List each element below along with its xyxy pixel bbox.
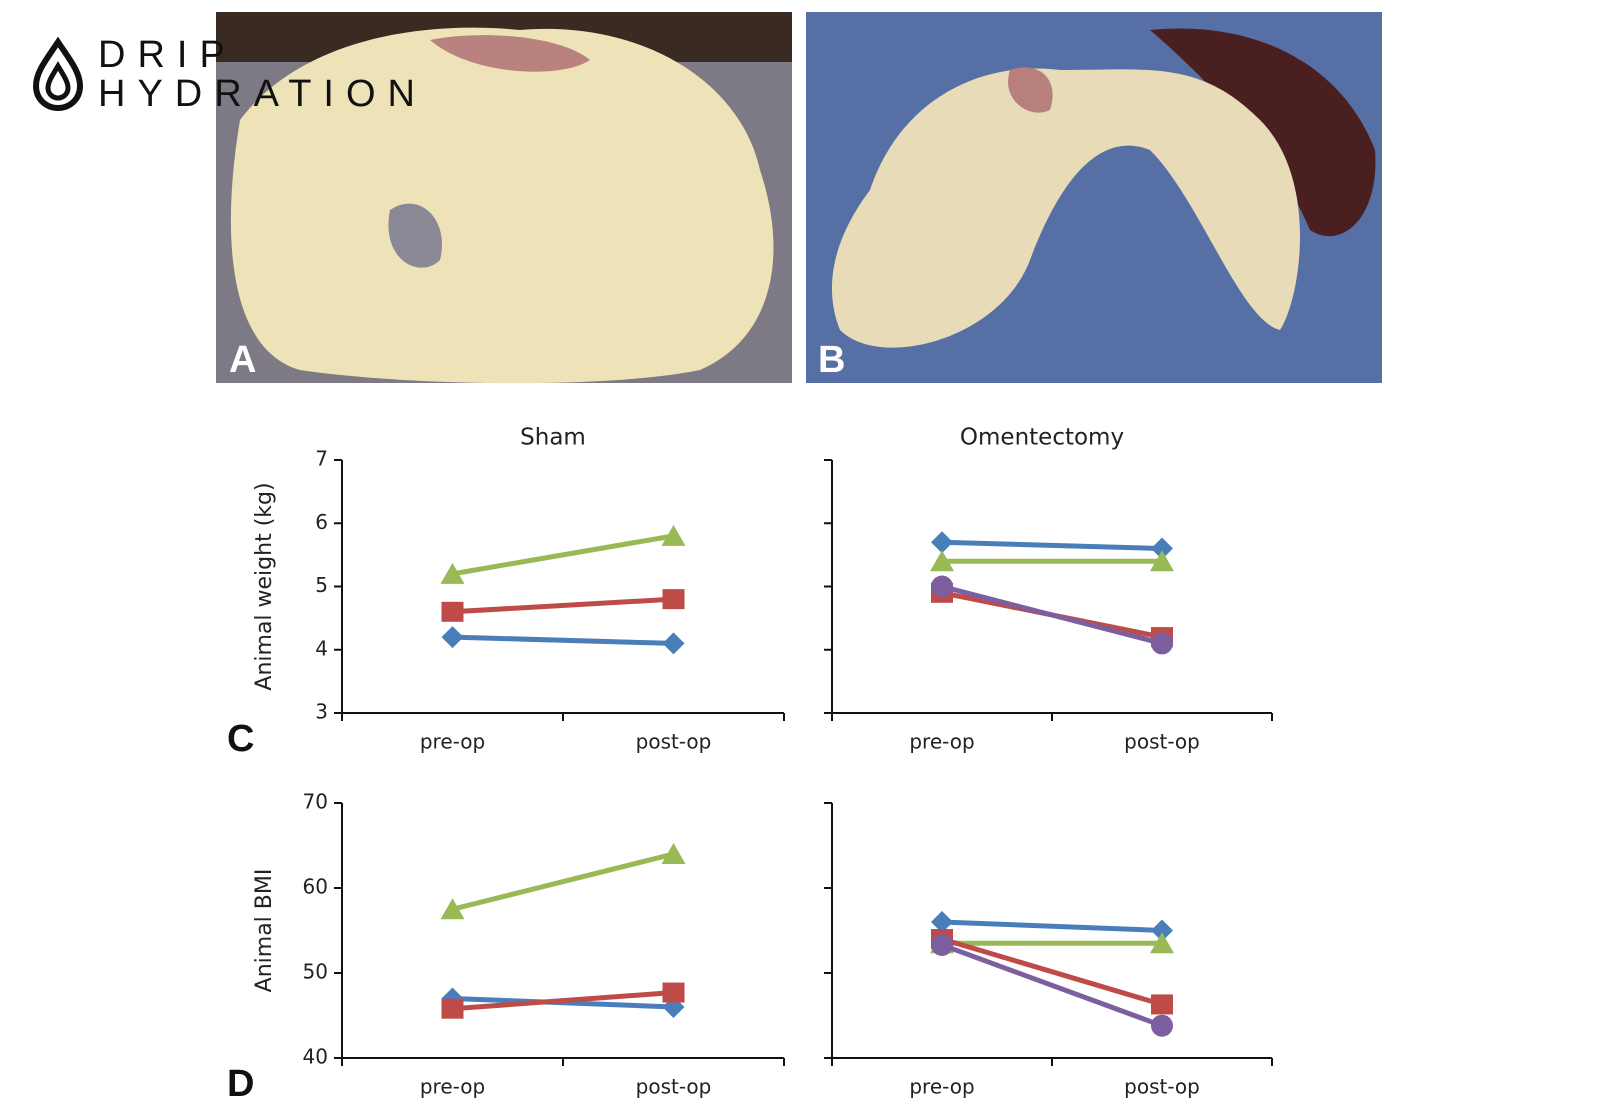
series-line [941, 942, 1163, 1029]
marker [662, 982, 685, 1003]
y-axis-label: Animal weight (kg) [252, 482, 277, 690]
series-line [452, 596, 674, 615]
marker [1150, 932, 1174, 954]
x-tick-label: post-op [1124, 730, 1200, 754]
y-tick-label: 3 [315, 700, 328, 724]
marker [1151, 994, 1173, 1015]
y-tick-label: 7 [315, 447, 328, 471]
marker [1150, 550, 1174, 572]
panel-label: C [227, 718, 254, 760]
y-axis-label: Animal BMI [252, 869, 277, 993]
x-tick-label: post-op [1124, 1075, 1200, 1099]
marker [1151, 1014, 1173, 1037]
logo-text: DRIP [98, 34, 237, 76]
marker [661, 843, 686, 864]
marker [662, 589, 685, 610]
marker [931, 911, 953, 933]
series-line [452, 634, 674, 646]
y-tick-label: 4 [315, 636, 328, 660]
x-tick-label: post-op [636, 730, 712, 754]
logo [32, 36, 84, 112]
x-tick-label: pre-op [909, 1075, 974, 1099]
series-line [941, 936, 1163, 1007]
marker [440, 898, 465, 920]
marker [1151, 919, 1173, 942]
photo-label: B [818, 339, 845, 381]
marker [661, 524, 686, 546]
marker [441, 601, 464, 622]
marker [931, 575, 953, 598]
series-line [452, 990, 674, 1012]
series-line [941, 539, 1163, 552]
y-tick-label: 6 [315, 510, 328, 534]
y-tick-label: 60 [303, 875, 328, 899]
x-tick-label: pre-op [420, 1075, 485, 1099]
y-tick-label: 5 [315, 573, 328, 597]
y-tick-label: 50 [303, 960, 328, 984]
series-line [941, 584, 1163, 646]
marker [1151, 632, 1173, 655]
marker [931, 933, 953, 956]
y-tick-label: 40 [303, 1045, 328, 1069]
marker [1151, 537, 1173, 560]
marker [931, 531, 953, 554]
logo-text: HYDRATION [98, 73, 427, 115]
panel-label: D [227, 1063, 254, 1100]
marker [662, 632, 685, 655]
photo-label: A [229, 339, 256, 381]
y-tick-label: 70 [303, 790, 328, 814]
x-tick-label: post-op [636, 1075, 712, 1099]
marker [441, 626, 464, 649]
marker [440, 562, 465, 584]
x-tick-label: pre-op [420, 730, 485, 754]
series-line [451, 851, 675, 912]
chart-title: Sham [520, 425, 586, 451]
series-line [452, 533, 674, 577]
marker [441, 998, 464, 1019]
photo-b [806, 12, 1382, 383]
x-tick-label: pre-op [909, 730, 974, 754]
photo-a [216, 12, 792, 384]
series-line [941, 919, 1163, 933]
chart-title: Omentectomy [960, 425, 1124, 451]
marker [930, 550, 954, 572]
